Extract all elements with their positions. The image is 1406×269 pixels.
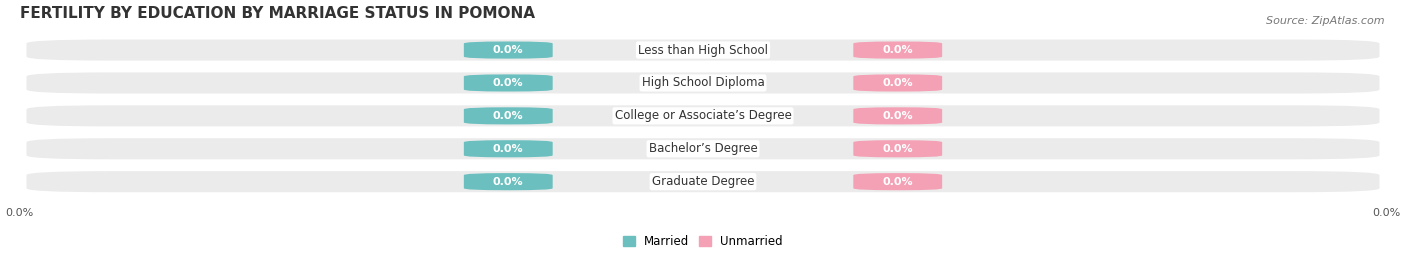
Text: Graduate Degree: Graduate Degree: [652, 175, 754, 188]
Text: 0.0%: 0.0%: [883, 111, 912, 121]
FancyBboxPatch shape: [853, 140, 942, 157]
Text: High School Diploma: High School Diploma: [641, 76, 765, 90]
FancyBboxPatch shape: [27, 171, 1379, 192]
Legend: Married, Unmarried: Married, Unmarried: [619, 231, 787, 253]
Text: Bachelor’s Degree: Bachelor’s Degree: [648, 142, 758, 155]
FancyBboxPatch shape: [464, 140, 553, 157]
Text: 0.0%: 0.0%: [494, 177, 523, 187]
Text: 0.0%: 0.0%: [494, 111, 523, 121]
Text: Less than High School: Less than High School: [638, 44, 768, 56]
Text: 0.0%: 0.0%: [494, 144, 523, 154]
FancyBboxPatch shape: [464, 75, 553, 91]
FancyBboxPatch shape: [27, 40, 1379, 61]
FancyBboxPatch shape: [464, 107, 553, 125]
FancyBboxPatch shape: [27, 105, 1379, 126]
Text: FERTILITY BY EDUCATION BY MARRIAGE STATUS IN POMONA: FERTILITY BY EDUCATION BY MARRIAGE STATU…: [20, 6, 534, 20]
FancyBboxPatch shape: [464, 173, 553, 190]
FancyBboxPatch shape: [853, 41, 942, 59]
Text: College or Associate’s Degree: College or Associate’s Degree: [614, 109, 792, 122]
FancyBboxPatch shape: [853, 107, 942, 125]
FancyBboxPatch shape: [853, 173, 942, 190]
Text: Source: ZipAtlas.com: Source: ZipAtlas.com: [1267, 16, 1385, 26]
Text: 0.0%: 0.0%: [494, 78, 523, 88]
Text: 0.0%: 0.0%: [883, 78, 912, 88]
Text: 0.0%: 0.0%: [883, 45, 912, 55]
Text: 0.0%: 0.0%: [883, 144, 912, 154]
FancyBboxPatch shape: [464, 41, 553, 59]
FancyBboxPatch shape: [27, 72, 1379, 94]
Text: 0.0%: 0.0%: [494, 45, 523, 55]
FancyBboxPatch shape: [853, 75, 942, 91]
Text: 0.0%: 0.0%: [883, 177, 912, 187]
FancyBboxPatch shape: [27, 138, 1379, 159]
